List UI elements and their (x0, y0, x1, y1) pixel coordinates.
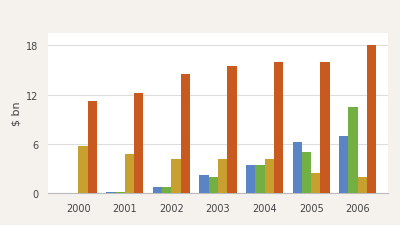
Bar (162, 187, 172, 194)
Bar (367, 46, 376, 194)
Bar (348, 108, 358, 194)
Bar (274, 62, 283, 194)
Bar (227, 67, 237, 194)
Bar (78, 146, 88, 194)
Bar (255, 165, 264, 193)
Bar (88, 102, 97, 194)
Bar (199, 176, 209, 194)
Bar (125, 154, 134, 194)
Bar (246, 165, 255, 193)
Bar (218, 159, 227, 194)
Bar (106, 192, 116, 193)
Bar (311, 173, 320, 194)
Bar (134, 94, 144, 194)
Bar (320, 62, 330, 194)
Bar (358, 177, 367, 194)
Legend: Mobile Phone Games, Online Games, Console Games, Handheld Games: Mobile Phone Games, Online Games, Consol… (44, 0, 392, 2)
Bar (209, 177, 218, 194)
Bar (153, 187, 162, 194)
Bar (264, 159, 274, 194)
Bar (181, 75, 190, 194)
Bar (339, 136, 348, 194)
Bar (172, 159, 181, 194)
Bar (292, 143, 302, 194)
Bar (116, 192, 125, 193)
Bar (302, 153, 311, 194)
Y-axis label: $ bn: $ bn (12, 101, 22, 126)
